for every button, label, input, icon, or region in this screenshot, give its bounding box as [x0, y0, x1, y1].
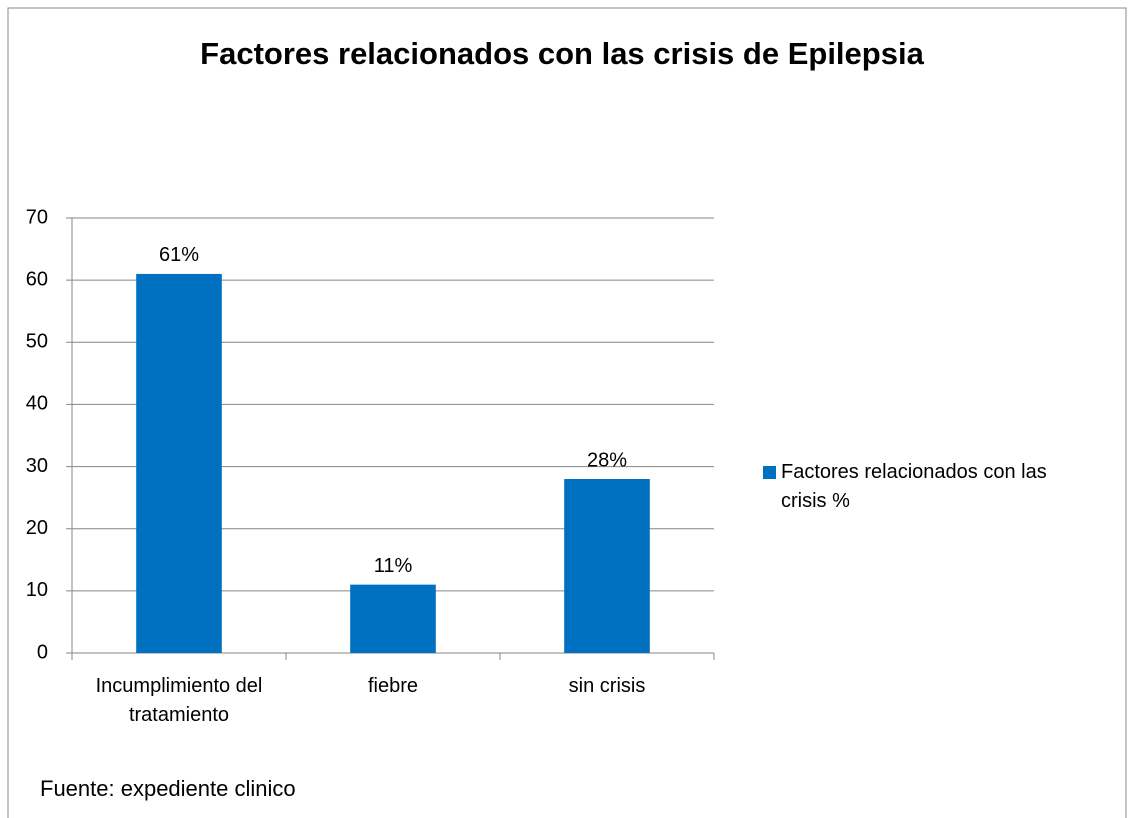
chart-border: [7, 7, 1127, 818]
y-tick-label: 10: [26, 579, 48, 601]
legend-label: Factores relacionados con las crisis %: [781, 461, 1047, 512]
y-tick-label: 70: [26, 206, 48, 228]
legend-swatch: [763, 466, 776, 479]
y-tick-label: 50: [26, 331, 48, 353]
data-label: 11%: [374, 555, 413, 577]
bar: [136, 273, 222, 653]
y-tick-label: 0: [37, 641, 48, 663]
x-tick-label: Incumplimiento del tratamiento: [95, 675, 263, 726]
x-tick-label: fiebre: [367, 675, 419, 697]
chart-title: Factores relacionados con las crisis de …: [200, 36, 924, 71]
bar: [564, 479, 650, 653]
y-tick-label: 30: [26, 455, 48, 477]
x-tick-label: sin crisis: [568, 675, 646, 697]
y-tick-label: 20: [26, 517, 48, 539]
data-label: 28%: [587, 449, 627, 471]
source-note: Fuente: expediente clinico: [40, 776, 296, 801]
data-label: 61%: [159, 244, 199, 266]
y-tick-label: 60: [26, 268, 48, 290]
bar: [350, 584, 436, 653]
y-tick-label: 40: [26, 393, 48, 415]
